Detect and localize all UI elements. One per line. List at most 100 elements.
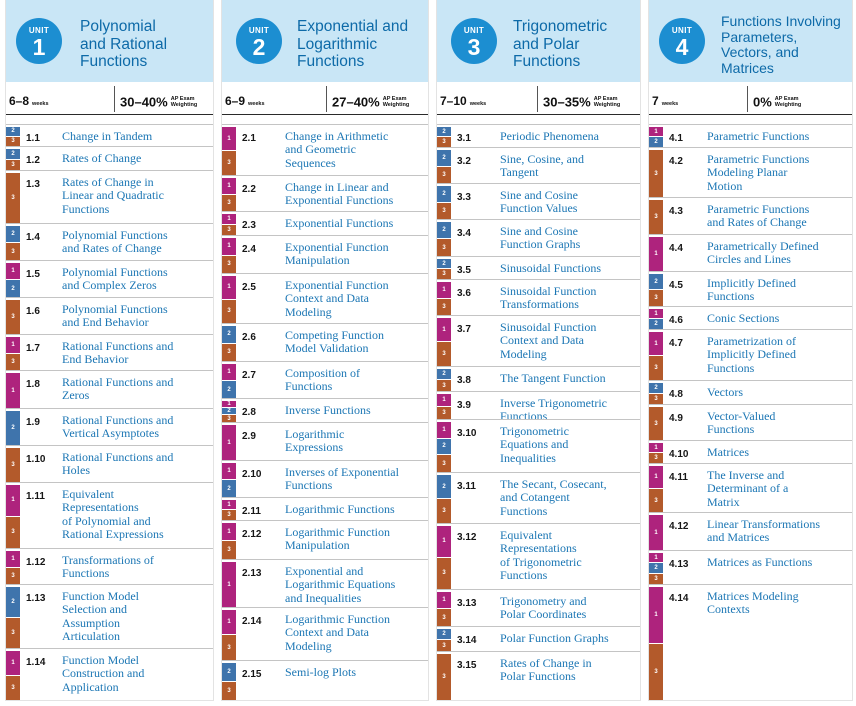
topic-row[interactable]: 1 3 4.7 Parametrization of Implicitly Define…: [649, 329, 852, 380]
topic-title[interactable]: Transformations of Functions: [62, 553, 209, 581]
topic-title[interactable]: Sinusoidal Function Transformations: [500, 284, 636, 312]
topic-row[interactable]: 1 3 1.7 Rational Functions and End Behavior: [6, 334, 213, 370]
topic-title[interactable]: Exponential Functions: [285, 216, 424, 230]
topic-row[interactable]: 1 3 2.5 Exponential Function Context and Dat…: [222, 273, 428, 323]
topic-title[interactable]: Sinusoidal Function Context and Data Model…: [500, 320, 636, 361]
topic-title[interactable]: Periodic Phenomena: [500, 129, 636, 143]
topic-title[interactable]: The Tangent Function: [500, 371, 636, 385]
topic-title[interactable]: The Secant, Cosecant, and Cotangent Functi…: [500, 477, 636, 518]
topic-title[interactable]: Implicitly Defined Functions: [707, 276, 848, 304]
topic-row[interactable]: 1 3 1.11 Equivalent Representations of Polyno…: [6, 482, 213, 548]
topic-row[interactable]: 1 3 4.10 Matrices: [649, 440, 852, 463]
topic-title[interactable]: Matrices: [707, 445, 848, 459]
topic-row[interactable]: 2 3 1.2 Rates of Change: [6, 146, 213, 170]
topic-row[interactable]: 2 3 3.11 The Secant, Cosecant, and Cotangent…: [437, 472, 640, 523]
topic-row[interactable]: 1 2.9 Logarithmic Expressions: [222, 422, 428, 460]
topic-row[interactable]: 1 4.4 Parametrically Defined Circles and Li…: [649, 234, 852, 271]
topic-row[interactable]: 2 1.9 Rational Functions and Vertical Asymp…: [6, 408, 213, 445]
topic-title[interactable]: Parametrically Defined Circles and Lines: [707, 239, 848, 267]
topic-row[interactable]: 2 3 1.13 Function Model Selection and Assumpt…: [6, 584, 213, 648]
topic-title[interactable]: Sinusoidal Functions: [500, 261, 636, 275]
topic-row[interactable]: 1 2 1.5 Polynomial Functions and Complex Zer…: [6, 260, 213, 297]
topic-row[interactable]: 1 2.13 Exponential and Logarithmic Equation…: [222, 559, 428, 607]
topic-row[interactable]: 1 3 4.11 The Inverse and Determinant of a Mat…: [649, 463, 852, 512]
topic-row[interactable]: 1 1.8 Rational Functions and Zeros: [6, 370, 213, 408]
topic-title[interactable]: Rational Functions and Zeros: [62, 375, 209, 403]
topic-title[interactable]: Matrices as Functions: [707, 555, 848, 569]
topic-row[interactable]: 1 2 2.10 Inverses of Exponential Functions: [222, 460, 428, 497]
topic-title[interactable]: Rational Functions and End Behavior: [62, 339, 209, 367]
topic-row[interactable]: 1 3 2.2 Change in Linear and Exponential Fun…: [222, 175, 428, 211]
topic-row[interactable]: 2 3 2.15 Semi-log Plots: [222, 660, 428, 700]
topic-row[interactable]: 1 3 1.12 Transformations of Functions: [6, 548, 213, 584]
topic-title[interactable]: Trigonometric Equations and Inequalities: [500, 424, 636, 465]
topic-title[interactable]: Polynomial Functions and End Behavior: [62, 302, 209, 330]
topic-title[interactable]: Rational Functions and Holes: [62, 450, 209, 478]
topic-title[interactable]: Change in Arithmetic and Geometric Sequenc…: [285, 129, 424, 170]
topic-title[interactable]: Rates of Change in Linear and Quadratic Fu…: [62, 175, 209, 216]
topic-title[interactable]: Inverses of Exponential Functions: [285, 465, 424, 493]
topic-row[interactable]: 3 3.15 Rates of Change in Polar Functions: [437, 651, 640, 700]
topic-title[interactable]: Change in Linear and Exponential Function…: [285, 180, 424, 208]
topic-title[interactable]: Polynomial Functions and Complex Zeros: [62, 265, 209, 293]
topic-row[interactable]: 2 3 4.5 Implicitly Defined Functions: [649, 271, 852, 306]
topic-row[interactable]: 2 3 3.14 Polar Function Graphs: [437, 626, 640, 651]
topic-title[interactable]: Exponential and Logarithmic Equations and …: [285, 564, 424, 605]
topic-row[interactable]: 2 3 2.6 Competing Function Model Validation: [222, 323, 428, 361]
topic-row[interactable]: 2 3 3.4 Sine and Cosine Function Graphs: [437, 219, 640, 256]
topic-title[interactable]: Vectors: [707, 385, 848, 399]
topic-title[interactable]: Sine and Cosine Function Graphs: [500, 224, 636, 252]
topic-row[interactable]: 2 3 3.1 Periodic Phenomena: [437, 124, 640, 147]
topic-title[interactable]: Rates of Change: [62, 151, 209, 165]
topic-title[interactable]: Equivalent Representations of Trigonometri…: [500, 528, 636, 582]
topic-title[interactable]: Rates of Change in Polar Functions: [500, 656, 636, 684]
topic-title[interactable]: Logarithmic Function Manipulation: [285, 525, 424, 553]
topic-row[interactable]: 1 2 3 3.10 Trigonometric Equations and Inequal…: [437, 419, 640, 472]
topic-row[interactable]: 2 3 3.2 Sine, Cosine, and Tangent: [437, 147, 640, 183]
topic-row[interactable]: 2 3 3.5 Sinusoidal Functions: [437, 256, 640, 279]
topic-row[interactable]: 1 3 3.7 Sinusoidal Function Context and Data…: [437, 315, 640, 366]
topic-row[interactable]: 2 3 3.3 Sine and Cosine Function Values: [437, 183, 640, 219]
topic-title[interactable]: Function Model Selection and Assumption Art…: [62, 589, 209, 643]
topic-row[interactable]: 1 2 2.7 Composition of Functions: [222, 361, 428, 398]
topic-row[interactable]: 3 4.3 Parametric Functions and Rates of Cha…: [649, 197, 852, 234]
topic-title[interactable]: Trigonometry and Polar Coordinates: [500, 594, 636, 622]
topic-title[interactable]: Logarithmic Expressions: [285, 427, 424, 455]
topic-title[interactable]: Function Model Construction and Applicatio…: [62, 653, 209, 694]
topic-title[interactable]: Logarithmic Functions: [285, 502, 424, 516]
topic-title[interactable]: Equivalent Representations of Polynomial a…: [62, 487, 209, 541]
topic-row[interactable]: 1 3 4.14 Matrices Modeling Contexts: [649, 584, 852, 700]
topic-row[interactable]: 3 1.6 Polynomial Functions and End Behavior: [6, 297, 213, 334]
topic-title[interactable]: Change in Tandem: [62, 129, 209, 143]
topic-row[interactable]: 2 3 1.4 Polynomial Functions and Rates of Ch…: [6, 223, 213, 260]
topic-row[interactable]: 1 3 2.4 Exponential Function Manipulation: [222, 235, 428, 273]
topic-row[interactable]: 1 2 3 2.8 Inverse Functions: [222, 398, 428, 422]
topic-title[interactable]: Vector-Valued Functions: [707, 409, 848, 437]
topic-title[interactable]: Rational Functions and Vertical Asymptote…: [62, 413, 209, 441]
topic-row[interactable]: 1 3 3.6 Sinusoidal Function Transformations: [437, 279, 640, 315]
topic-row[interactable]: 1 3 2.1 Change in Arithmetic and Geometric Se…: [222, 124, 428, 175]
topic-title[interactable]: Composition of Functions: [285, 366, 424, 394]
topic-title[interactable]: Matrices Modeling Contexts: [707, 589, 848, 617]
topic-row[interactable]: 1 2 4.1 Parametric Functions: [649, 124, 852, 147]
topic-title[interactable]: Polar Function Graphs: [500, 631, 636, 645]
topic-title[interactable]: Polynomial Functions and Rates of Change: [62, 228, 209, 256]
topic-title[interactable]: Exponential Function Manipulation: [285, 240, 424, 268]
topic-title[interactable]: Sine and Cosine Function Values: [500, 188, 636, 216]
topic-row[interactable]: 3 4.9 Vector-Valued Functions: [649, 404, 852, 440]
topic-row[interactable]: 1 2 4.6 Conic Sections: [649, 306, 852, 329]
topic-row[interactable]: 1 3 2.3 Exponential Functions: [222, 211, 428, 235]
topic-row[interactable]: 1 3 1.14 Function Model Construction and Appl…: [6, 648, 213, 700]
topic-row[interactable]: 2 3 1.1 Change in Tandem: [6, 124, 213, 146]
topic-title[interactable]: Parametric Functions: [707, 129, 848, 143]
topic-title[interactable]: Parametrization of Implicitly Defined Func…: [707, 334, 848, 375]
topic-title[interactable]: Linear Transformations and Matrices: [707, 517, 848, 545]
topic-title[interactable]: The Inverse and Determinant of a Matrix: [707, 468, 848, 509]
topic-row[interactable]: 1 3 3.12 Equivalent Representations of Trigon…: [437, 523, 640, 589]
topic-row[interactable]: 2 3 4.8 Vectors: [649, 380, 852, 404]
topic-row[interactable]: 2 3 3.8 The Tangent Function: [437, 366, 640, 391]
topic-row[interactable]: 1 4.12 Linear Transformations and Matrices: [649, 512, 852, 550]
topic-title[interactable]: Semi-log Plots: [285, 665, 424, 679]
topic-row[interactable]: 3 4.2 Parametric Functions Modeling Planar M…: [649, 147, 852, 197]
topic-title[interactable]: Exponential Function Context and Data Mode…: [285, 278, 424, 319]
